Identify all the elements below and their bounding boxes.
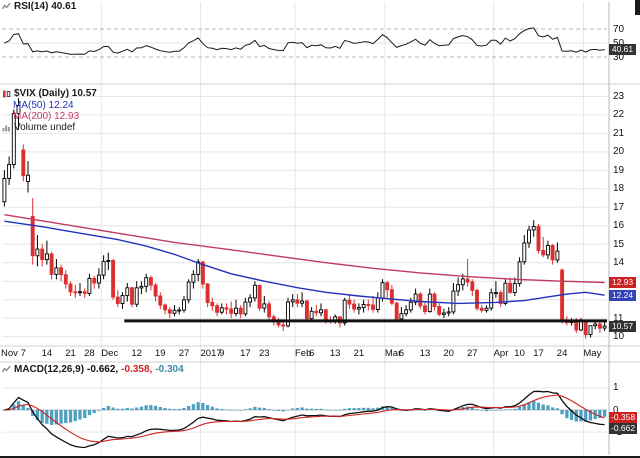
volume-label: Volume undef <box>2 122 75 133</box>
ma200-label: MA(200) 12.93 <box>13 111 79 122</box>
volume-label-text: Volume undef <box>14 122 76 133</box>
symbol-title: $VIX (Daily) 10.57 <box>2 88 97 99</box>
rsi-label-text: RSI(14) 40.61 <box>14 1 77 12</box>
rsi-line <box>4 27 605 55</box>
macd-hist-value: -0.304 <box>155 364 184 375</box>
ma50-label: MA(50) 12.24 <box>13 100 74 111</box>
indicator-icon <box>2 2 11 11</box>
macd-label-text: MACD(12,26,9) <box>14 364 85 375</box>
candlestick-series <box>2 98 607 339</box>
macd-value: -0.662, <box>87 364 119 375</box>
symbol-title-text: $VIX (Daily) 10.57 <box>14 88 97 99</box>
ma200-label-text: MA(200) 12.93 <box>13 111 80 122</box>
indicator-icon <box>2 365 11 374</box>
candlestick-icon <box>2 89 11 99</box>
ma200-line <box>4 214 605 284</box>
macd-line <box>4 390 605 449</box>
ma50-label-text: MA(50) 12.24 <box>13 100 74 111</box>
rsi-label: RSI(14) 40.61 <box>2 1 76 12</box>
month-gridlines <box>100 2 584 455</box>
ma50-line <box>4 220 605 305</box>
macd-label: MACD(12,26,9) -0.662, -0.358, -0.304 <box>2 364 184 375</box>
macd-signal-line <box>4 394 605 443</box>
volume-icon <box>2 123 11 132</box>
bottom-border <box>0 456 640 458</box>
scrollbar-artifact[interactable] <box>635 0 640 15</box>
macd-signal-value: -0.358, <box>121 364 153 375</box>
